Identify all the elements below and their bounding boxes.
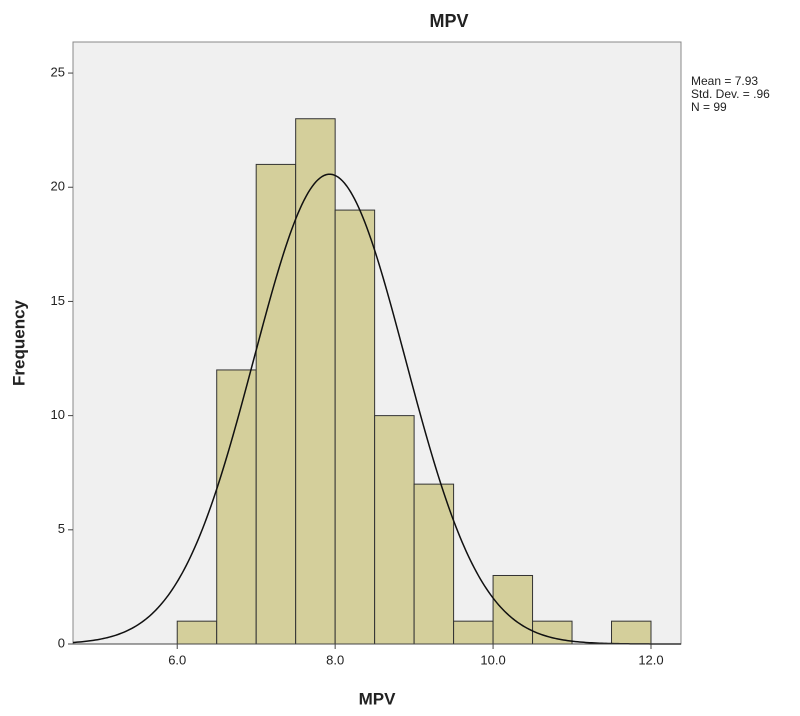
x-tick-label: 6.0	[168, 652, 186, 667]
stat-label: Std. Dev. = .96	[691, 87, 770, 101]
y-tick-label: 0	[58, 635, 65, 650]
normal-curve	[72, 173, 681, 645]
bar	[453, 620, 494, 645]
y-axis-label: Frequency	[9, 299, 28, 386]
y-tick-label: 10	[51, 407, 65, 422]
bar	[295, 118, 336, 645]
bar	[176, 620, 218, 645]
y-tick-label: 5	[58, 521, 65, 536]
y-tick-label: 20	[51, 179, 65, 194]
chart-title: MPV	[429, 11, 468, 31]
y-tick-label: 25	[51, 64, 65, 79]
bar	[255, 163, 297, 645]
bar	[334, 209, 376, 645]
stat-label: N = 99	[691, 100, 727, 114]
x-axis-label: MPV	[359, 689, 397, 708]
bar	[413, 483, 455, 645]
bar	[611, 620, 652, 645]
x-tick-label: 12.0	[638, 652, 663, 667]
x-tick-label: 8.0	[326, 652, 344, 667]
y-tick-label: 15	[51, 293, 65, 308]
bar	[492, 574, 534, 645]
bar	[374, 415, 415, 645]
x-tick-label: 10.0	[480, 652, 505, 667]
stat-label: Mean = 7.93	[691, 74, 758, 88]
bar	[216, 369, 257, 645]
